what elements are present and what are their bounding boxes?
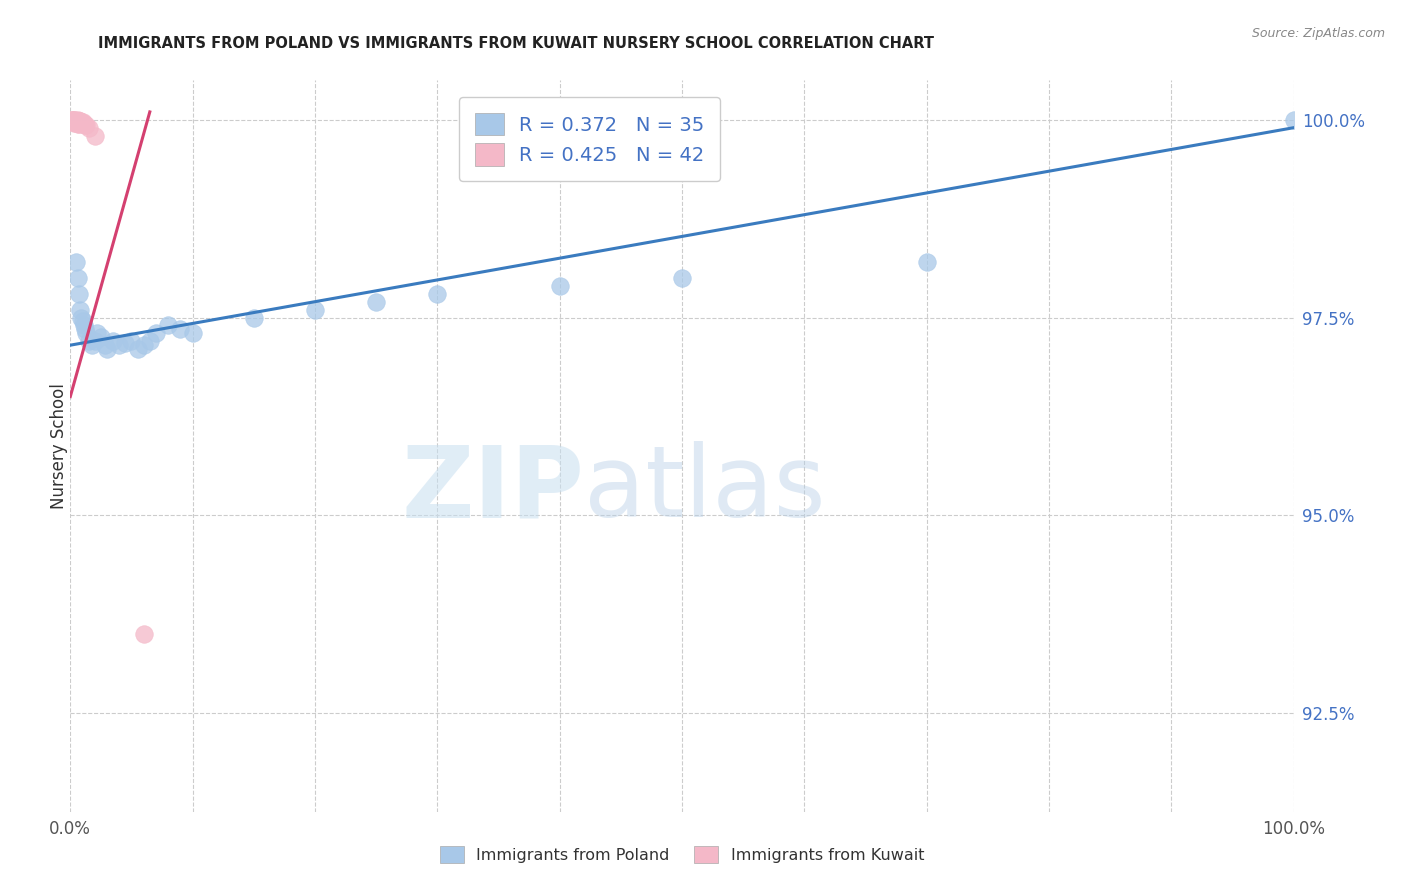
Point [548, 278, 571, 293]
Point [66, 117, 89, 131]
Point [60, 112, 83, 127]
Point [157, 318, 180, 333]
Point [83, 334, 105, 349]
Point [243, 310, 266, 325]
Point [915, 255, 938, 269]
Point [304, 302, 326, 317]
Point [63, 113, 86, 128]
Point [65, 255, 87, 269]
Point [169, 322, 191, 336]
Text: IMMIGRANTS FROM POLAND VS IMMIGRANTS FROM KUWAIT NURSERY SCHOOL CORRELATION CHAR: IMMIGRANTS FROM POLAND VS IMMIGRANTS FRO… [98, 36, 935, 51]
Point [1282, 112, 1305, 127]
Point [121, 334, 143, 349]
Point [69, 116, 91, 130]
Point [93, 338, 115, 352]
Point [72, 115, 94, 129]
Point [65, 113, 87, 128]
Point [63, 115, 86, 129]
Point [67, 286, 90, 301]
Point [73, 117, 96, 131]
Point [62, 115, 84, 129]
Point [63, 115, 86, 129]
Point [83, 128, 105, 143]
Point [66, 114, 89, 128]
Point [69, 115, 91, 129]
Point [70, 116, 93, 130]
Point [366, 294, 388, 309]
Point [69, 114, 91, 128]
Text: atlas: atlas [583, 442, 825, 539]
Point [67, 117, 90, 131]
Point [67, 113, 90, 128]
Point [73, 322, 96, 336]
Point [132, 627, 155, 641]
Y-axis label: Nursery School: Nursery School [51, 383, 67, 509]
Point [63, 113, 86, 128]
Point [127, 342, 149, 356]
Point [62, 112, 84, 127]
Text: ZIP: ZIP [401, 442, 583, 539]
Point [671, 271, 693, 285]
Point [63, 112, 86, 127]
Point [60, 112, 83, 127]
Point [66, 112, 89, 127]
Point [86, 326, 108, 341]
Point [73, 118, 96, 132]
Point [72, 116, 94, 130]
Point [62, 114, 84, 128]
Point [63, 114, 86, 128]
Point [77, 120, 100, 135]
Point [101, 334, 124, 349]
Point [66, 115, 89, 129]
Point [66, 113, 89, 128]
Point [75, 326, 97, 341]
Point [75, 119, 97, 133]
Point [66, 271, 89, 285]
Point [96, 342, 118, 356]
Point [66, 116, 89, 130]
Text: Source: ZipAtlas.com: Source: ZipAtlas.com [1251, 27, 1385, 40]
Point [67, 115, 90, 129]
Point [77, 334, 100, 349]
Point [72, 314, 94, 328]
Point [63, 112, 86, 127]
Point [426, 286, 449, 301]
Point [108, 338, 131, 352]
Point [181, 326, 204, 341]
Point [63, 116, 86, 130]
Point [70, 310, 93, 325]
Legend: Immigrants from Poland, Immigrants from Kuwait: Immigrants from Poland, Immigrants from … [433, 839, 931, 870]
Point [65, 114, 87, 128]
Point [90, 330, 112, 344]
Point [70, 115, 93, 129]
Point [69, 302, 91, 317]
Point [145, 326, 167, 341]
Point [139, 334, 162, 349]
Point [132, 338, 155, 352]
Point [72, 117, 94, 131]
Point [67, 116, 90, 130]
Point [65, 115, 87, 129]
Point [73, 318, 96, 333]
Point [67, 114, 90, 128]
Point [82, 338, 104, 352]
Point [63, 114, 86, 128]
Point [114, 335, 136, 350]
